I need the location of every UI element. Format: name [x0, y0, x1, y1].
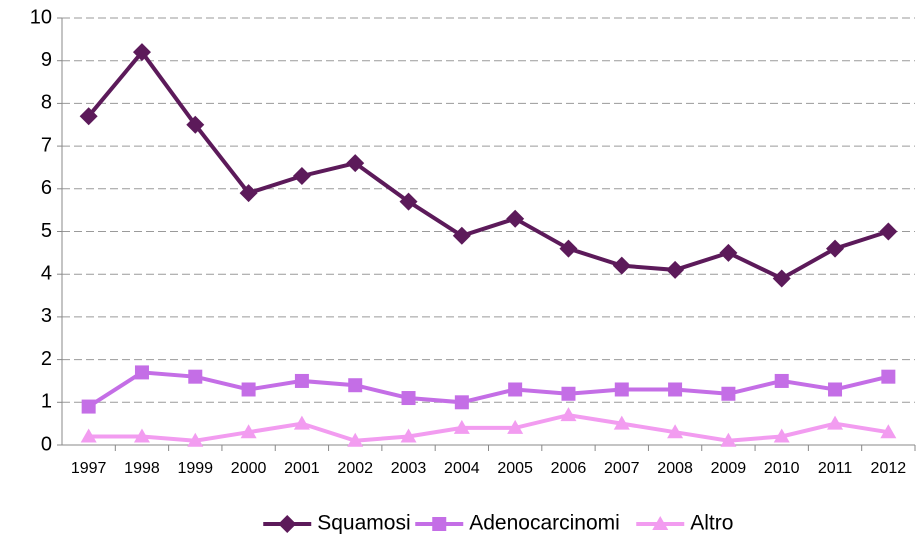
point	[668, 382, 683, 397]
x-tick-label: 2000	[231, 460, 267, 477]
x-tick-label: 1997	[71, 460, 107, 477]
point	[506, 209, 525, 228]
y-tick-label: 4	[41, 262, 52, 284]
legend-label: Altro	[690, 512, 733, 535]
series-line	[87, 370, 889, 409]
point	[241, 382, 256, 397]
point	[508, 382, 523, 397]
point	[612, 256, 631, 275]
point	[432, 517, 447, 531]
point	[774, 373, 789, 388]
point	[667, 424, 684, 439]
point	[348, 378, 363, 393]
x-tick-label: 2008	[657, 460, 693, 477]
point	[881, 369, 896, 384]
point	[559, 239, 578, 258]
point	[721, 386, 736, 401]
y-tick-label: 0	[41, 433, 52, 455]
point	[507, 419, 524, 434]
point	[828, 382, 843, 397]
x-tick-label: 1999	[177, 460, 213, 477]
x-tick-label: 2002	[337, 460, 373, 477]
point	[879, 222, 898, 241]
point	[560, 407, 577, 422]
x-tick-label: 2003	[391, 460, 427, 477]
point	[720, 432, 737, 447]
legend-label: Squamosi	[317, 512, 410, 535]
point	[188, 369, 203, 384]
x-tick-label: 1998	[124, 460, 160, 477]
y-tick-label: 3	[41, 305, 52, 327]
point	[772, 269, 791, 288]
point	[79, 107, 98, 126]
point	[292, 166, 311, 185]
point	[614, 382, 629, 397]
x-tick-label: 2005	[497, 460, 533, 477]
point	[454, 395, 469, 410]
point	[346, 154, 365, 173]
point	[400, 428, 417, 443]
point	[80, 428, 97, 443]
point	[826, 239, 845, 258]
point	[240, 424, 257, 439]
point	[278, 515, 297, 533]
point	[453, 419, 470, 434]
y-tick-label: 8	[41, 92, 52, 114]
x-tick-label: 2012	[871, 460, 907, 477]
point	[652, 516, 669, 530]
point	[239, 184, 258, 203]
point	[666, 260, 685, 279]
point	[827, 415, 844, 430]
point	[187, 432, 204, 447]
y-tick-label: 2	[41, 348, 52, 370]
x-tick-label: 2006	[551, 460, 587, 477]
y-tick-label: 7	[41, 134, 52, 156]
point	[452, 226, 471, 245]
point	[132, 43, 151, 62]
x-tick-label: 2001	[284, 460, 320, 477]
series-line	[88, 413, 889, 443]
point	[134, 365, 149, 380]
point	[719, 243, 738, 262]
y-tick-label: 1	[41, 391, 52, 413]
x-tick-label: 2010	[764, 460, 800, 477]
point	[561, 386, 576, 401]
point	[186, 115, 205, 134]
point	[294, 373, 309, 388]
point	[613, 415, 630, 430]
point	[133, 428, 150, 443]
x-tick-label: 2007	[604, 460, 640, 477]
point	[81, 399, 96, 414]
y-tick-label: 5	[41, 220, 52, 242]
point	[399, 192, 418, 211]
point	[347, 432, 364, 447]
point	[880, 424, 897, 439]
y-tick-label: 6	[41, 177, 52, 199]
y-tick-label: 10	[30, 6, 52, 28]
x-tick-label: 2009	[711, 460, 747, 477]
point	[293, 415, 310, 430]
y-tick-label: 9	[41, 49, 52, 71]
x-tick-label: 2004	[444, 460, 480, 477]
point	[401, 391, 416, 406]
series-line	[87, 48, 889, 281]
legend-label: Adenocarcinomi	[469, 512, 620, 535]
x-tick-label: 2011	[818, 460, 853, 477]
point	[773, 428, 790, 443]
